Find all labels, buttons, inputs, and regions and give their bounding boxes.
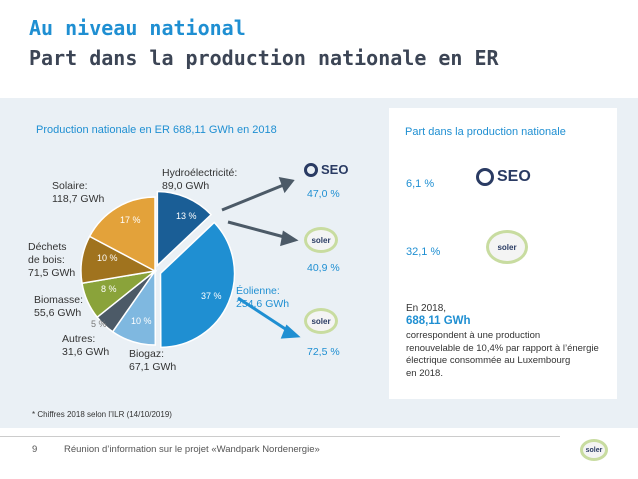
panel-text-body: correspondent à une production renouvela… — [406, 330, 599, 379]
pct-soler-2-share: 72,5 % — [307, 346, 340, 358]
label-hydro: Hydroélectricité: 89,0 GWh — [162, 167, 238, 192]
pct-biogaz: 10 % — [131, 316, 152, 326]
chart-title: Production nationale en ER 688,11 GWh en… — [36, 124, 277, 136]
label-eolienne: Éolienne: 254,6 GWh — [236, 285, 290, 310]
panel-seo-mark-icon — [476, 168, 494, 186]
soler-logo-2: soler — [304, 308, 338, 334]
pct-solaire: 17 % — [120, 215, 141, 225]
pct-eolienne: 37 % — [201, 291, 222, 301]
pct-autres: 5 % — [91, 319, 107, 329]
panel-soler-logo: soler — [486, 230, 528, 264]
footer-text: Réunion d’information sur le projet «Wan… — [64, 444, 320, 455]
soler-logo-1: soler — [304, 227, 338, 253]
seo-mark-icon — [304, 162, 318, 177]
footer-soler-logo: soler — [580, 439, 608, 461]
page-number: 9 — [32, 444, 38, 455]
footer-divider — [0, 436, 560, 437]
title-line-2: Part dans la production nationale en ER — [29, 46, 499, 70]
pct-hydro: 13 % — [176, 211, 197, 221]
pct-biomasse: 8 % — [101, 284, 117, 294]
panel-seo-pct: 6,1 % — [406, 178, 435, 190]
panel-seo-logo: SEO — [476, 168, 531, 186]
label-biomasse: Biomasse: 55,6 GWh — [34, 294, 84, 319]
title-line-1: Au niveau national — [29, 16, 246, 40]
label-autres: Autres: 31,6 GWh — [62, 333, 110, 358]
panel-text-intro: En 2018, — [406, 303, 447, 314]
seo-logo: SEO — [304, 162, 348, 177]
pct-seo-share: 47,0 % — [307, 188, 340, 200]
label-biogaz: Biogaz: 67,1 GWh — [129, 348, 177, 373]
pct-soler-1-share: 40,9 % — [307, 262, 340, 274]
label-dechets: Déchets de bois: 71,5 GWh — [28, 241, 76, 279]
panel-title: Part dans la production nationale — [405, 126, 566, 138]
footnote: * Chiffres 2018 selon l’ILR (14/10/2019) — [32, 410, 172, 419]
panel-soler-pct: 32,1 % — [406, 246, 441, 258]
label-solaire: Solaire: 118,7 GWh — [52, 180, 105, 205]
panel-text-value: 688,11 GWh — [406, 315, 471, 327]
pct-dechets: 10 % — [97, 253, 118, 263]
